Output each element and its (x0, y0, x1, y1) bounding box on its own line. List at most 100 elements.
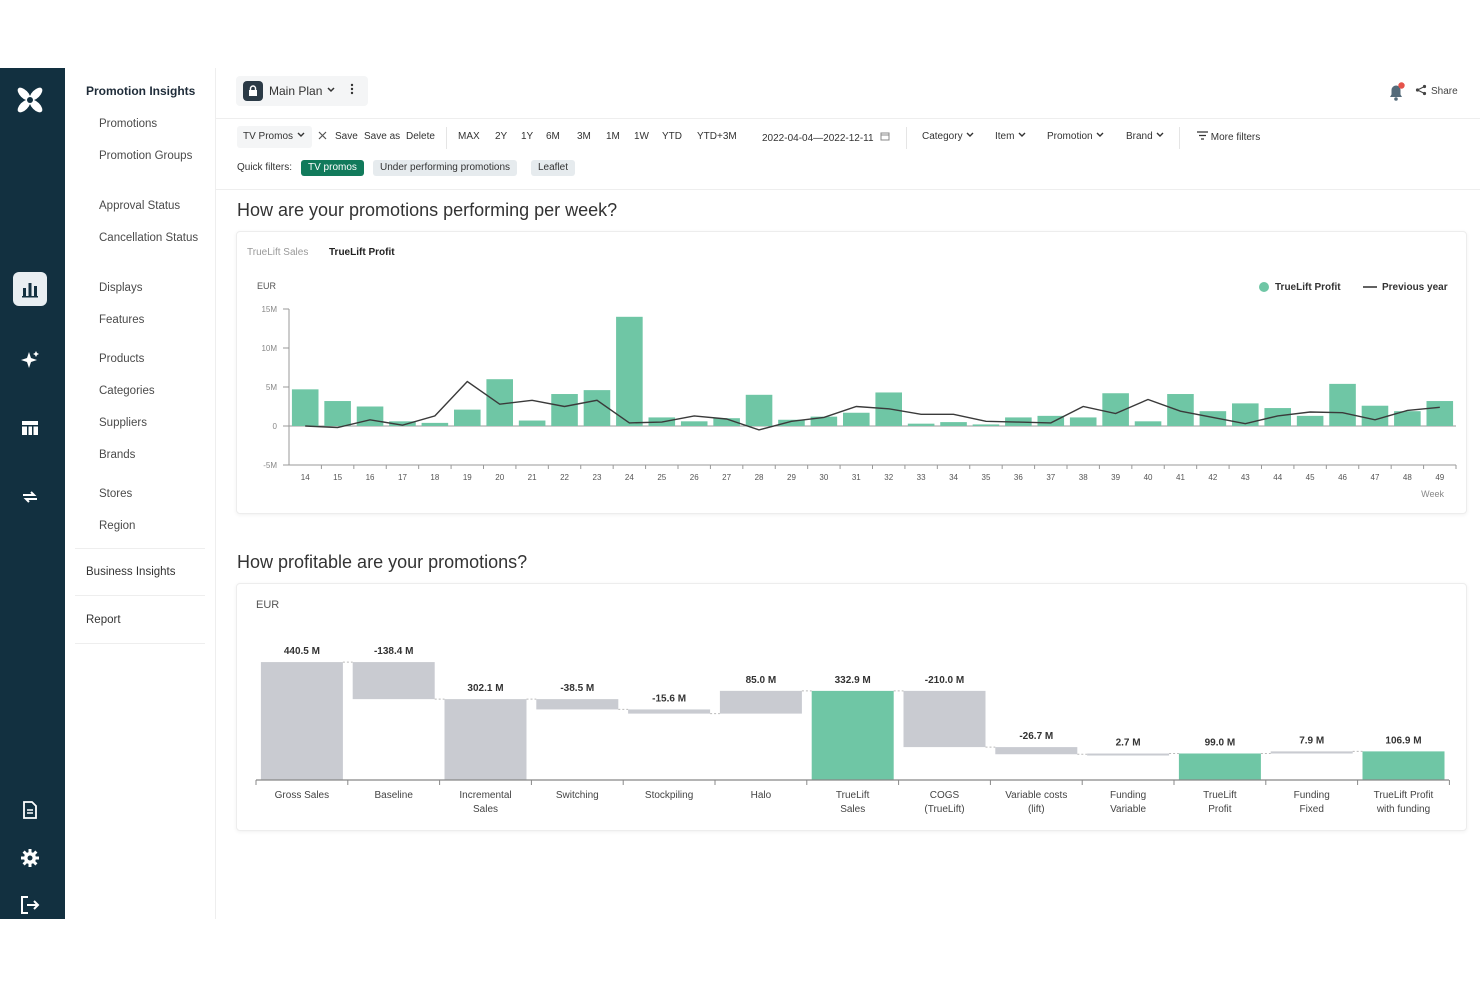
waterfall-value-label: 440.5 M (284, 646, 320, 657)
sidebar-item-features[interactable]: Features (99, 314, 145, 326)
waterfall-value-label: -210.0 M (925, 675, 964, 686)
waterfall-value-label: -26.7 M (1019, 731, 1053, 742)
waterfall-category-label: Switching (556, 790, 599, 801)
date-range-picker[interactable]: 2022-04-04—2022-12-11 (762, 131, 890, 144)
waterfall-section-title: How profitable are your promotions? (237, 552, 528, 572)
divider (446, 127, 447, 149)
sidebar-item-suppliers[interactable]: Suppliers (99, 417, 147, 429)
quick-filters-label: Quick filters: (237, 162, 293, 173)
x-tick-label: 34 (949, 473, 958, 482)
x-tick-label: 45 (1306, 473, 1315, 482)
share-button[interactable]: Share (1415, 84, 1458, 99)
promotion-dropdown[interactable]: Promotion (1047, 131, 1105, 142)
category-dropdown[interactable]: Category (922, 131, 975, 142)
bar-week-28 (745, 394, 773, 426)
clear-preset-icon[interactable] (318, 131, 327, 143)
bar-week-49 (1426, 401, 1454, 426)
sidebar-item-brands[interactable]: Brands (99, 449, 136, 461)
legend-swatch-profit (1259, 282, 1269, 292)
x-tick-label: 17 (398, 473, 407, 482)
brand-dropdown[interactable]: Brand (1126, 131, 1165, 142)
range-2y[interactable]: 2Y (495, 131, 508, 142)
sidebar-item-products[interactable]: Products (99, 353, 145, 365)
x-tick-label: 39 (1111, 473, 1120, 482)
tab-truelift-profit[interactable]: TrueLift Profit (329, 247, 395, 258)
kebab-menu-icon[interactable] (350, 82, 354, 100)
arrows-icon[interactable] (13, 480, 47, 514)
x-tick-label: 30 (819, 473, 828, 482)
logo-icon[interactable] (13, 83, 47, 117)
chart-icon[interactable] (13, 272, 47, 306)
bell-icon[interactable] (1386, 82, 1406, 107)
bar-week-44 (1264, 408, 1291, 426)
share-icon (1415, 84, 1427, 99)
waterfall-bar-7 (811, 690, 894, 780)
sidebar-title[interactable]: Promotion Insights (86, 84, 196, 98)
bar-week-41 (1167, 394, 1194, 426)
gear-icon[interactable] (13, 841, 47, 875)
quick-filter-tv-promos[interactable]: TV promos (301, 160, 364, 176)
quick-filter-under-performing[interactable]: Under performing promotions (373, 160, 518, 176)
sidebar-item-region[interactable]: Region (99, 520, 136, 532)
sidebar-item-cancellation-status[interactable]: Cancellation Status (99, 232, 199, 244)
lock-icon (243, 81, 263, 101)
range-6m[interactable]: 6M (546, 131, 560, 142)
table-icon[interactable] (13, 411, 47, 445)
range-1m[interactable]: 1M (606, 131, 620, 142)
chevron-down-icon (326, 82, 336, 100)
bar-week-22 (551, 394, 578, 426)
range-3m[interactable]: 3M (577, 131, 591, 142)
filter-icon (1197, 131, 1211, 143)
sidebar-item-displays[interactable]: Displays (99, 282, 143, 294)
bar-week-45 (1296, 415, 1324, 426)
bar-week-34 (940, 422, 967, 426)
range-1w[interactable]: 1W (634, 131, 649, 142)
waterfall-value-label: 106.9 M (1385, 735, 1421, 746)
range-1y[interactable]: 1Y (521, 131, 534, 142)
waterfall-bar-12 (1270, 751, 1353, 754)
y-axis-label: EUR (256, 599, 279, 611)
x-tick-label: 33 (917, 473, 926, 482)
delete-button[interactable]: Delete (406, 131, 435, 142)
bar-week-30 (810, 416, 838, 426)
logout-icon[interactable] (13, 888, 47, 922)
sidebar-item-promotions[interactable]: Promotions (99, 118, 158, 130)
sparkle-icon[interactable] (13, 343, 47, 377)
x-tick-label: 32 (884, 473, 893, 482)
brand-label: Brand (1126, 131, 1153, 142)
sidebar-item-business-insights[interactable]: Business Insights (86, 566, 176, 578)
document-icon[interactable] (13, 793, 47, 827)
plan-selector[interactable]: Main Plan (236, 76, 368, 106)
save-as-button[interactable]: Save as (364, 131, 401, 142)
save-button[interactable]: Save (335, 131, 358, 142)
waterfall-bar-9 (995, 747, 1078, 755)
range-ytd-3m[interactable]: YTD+3M (697, 131, 737, 142)
x-tick-label: 24 (625, 473, 634, 482)
item-label: Item (995, 131, 1015, 142)
tab-truelift-sales[interactable]: TrueLift Sales (247, 247, 309, 258)
bar-week-38 (1069, 417, 1097, 426)
bar-week-43 (1232, 403, 1259, 426)
bar-week-17 (389, 421, 416, 426)
waterfall-category-label: Baseline (375, 790, 414, 801)
chevron-down-icon (296, 131, 306, 142)
x-tick-label: 14 (301, 473, 310, 482)
range-max[interactable]: MAX (458, 131, 480, 142)
sidebar-item-report[interactable]: Report (86, 614, 121, 626)
sidebar-item-approval-status[interactable]: Approval Status (99, 200, 181, 212)
sidebar-item-promotion-groups[interactable]: Promotion Groups (99, 150, 193, 162)
preset-dropdown[interactable]: TV Promos (237, 126, 312, 148)
quick-filter-leaflet[interactable]: Leaflet (531, 160, 576, 176)
waterfall-value-label: -138.4 M (374, 646, 413, 657)
y-tick-label: -5M (263, 461, 277, 470)
legend-label-previous-year: Previous year (1382, 282, 1448, 293)
bar-week-31 (843, 412, 870, 426)
more-filters-button[interactable]: More filters (1197, 131, 1260, 143)
item-dropdown[interactable]: Item (995, 131, 1027, 142)
x-tick-label: 41 (1176, 473, 1185, 482)
date-range-label: 2022-04-04—2022-12-11 (762, 133, 874, 144)
range-ytd[interactable]: YTD (662, 131, 682, 142)
sidebar-item-categories[interactable]: Categories (99, 385, 155, 397)
sidebar-item-stores[interactable]: Stores (99, 488, 133, 500)
chevron-down-icon (1095, 131, 1105, 142)
